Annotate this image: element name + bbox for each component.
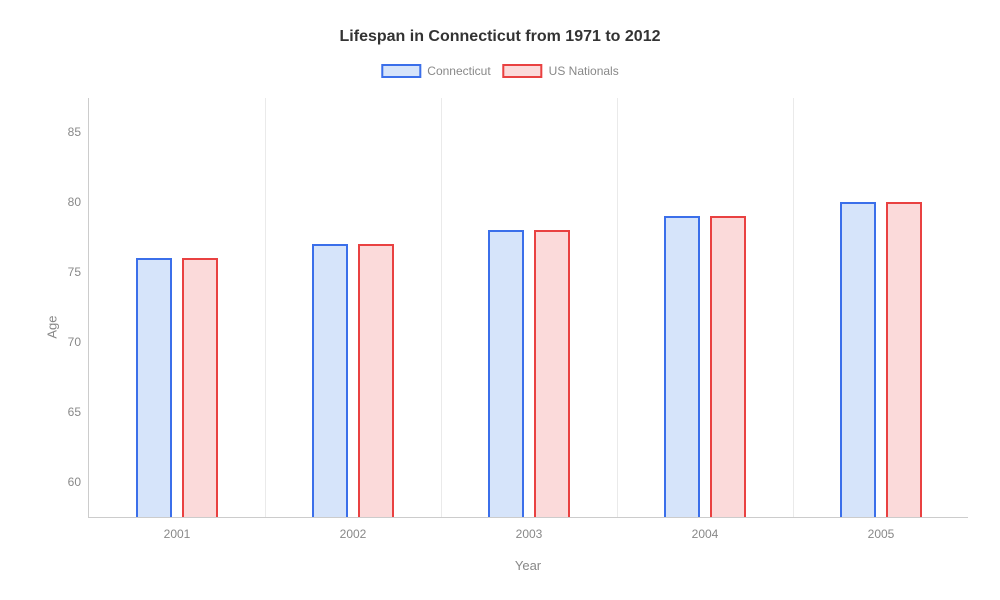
bar xyxy=(534,230,570,517)
legend-item: Connecticut xyxy=(381,64,490,78)
legend-swatch xyxy=(381,64,421,78)
x-tick-label: 2005 xyxy=(868,527,895,541)
legend-label: US Nationals xyxy=(549,64,619,78)
x-tick-label: 2004 xyxy=(692,527,719,541)
legend-label: Connecticut xyxy=(427,64,490,78)
legend: Connecticut US Nationals xyxy=(381,64,618,78)
chart-title: Lifespan in Connecticut from 1971 to 201… xyxy=(0,28,1000,46)
legend-item: US Nationals xyxy=(503,64,619,78)
y-tick-label: 60 xyxy=(68,475,81,489)
bar xyxy=(840,202,876,517)
gridline xyxy=(265,98,266,517)
bar xyxy=(358,244,394,517)
bar xyxy=(664,216,700,517)
bar xyxy=(312,244,348,517)
y-tick-label: 75 xyxy=(68,265,81,279)
bar xyxy=(710,216,746,517)
plot-area: 60657075808520012002200320042005 xyxy=(88,98,968,518)
y-axis-label: Age xyxy=(45,316,60,339)
x-tick-label: 2003 xyxy=(516,527,543,541)
y-tick-label: 65 xyxy=(68,405,81,419)
gridline xyxy=(617,98,618,517)
x-tick-label: 2002 xyxy=(340,527,367,541)
bar xyxy=(136,258,172,517)
y-tick-label: 85 xyxy=(68,125,81,139)
x-tick-label: 2001 xyxy=(164,527,191,541)
legend-swatch xyxy=(503,64,543,78)
bar xyxy=(182,258,218,517)
y-tick-label: 70 xyxy=(68,335,81,349)
gridline xyxy=(441,98,442,517)
gridline xyxy=(793,98,794,517)
bar xyxy=(886,202,922,517)
x-axis-label: Year xyxy=(515,558,541,573)
y-tick-label: 80 xyxy=(68,195,81,209)
bar xyxy=(488,230,524,517)
